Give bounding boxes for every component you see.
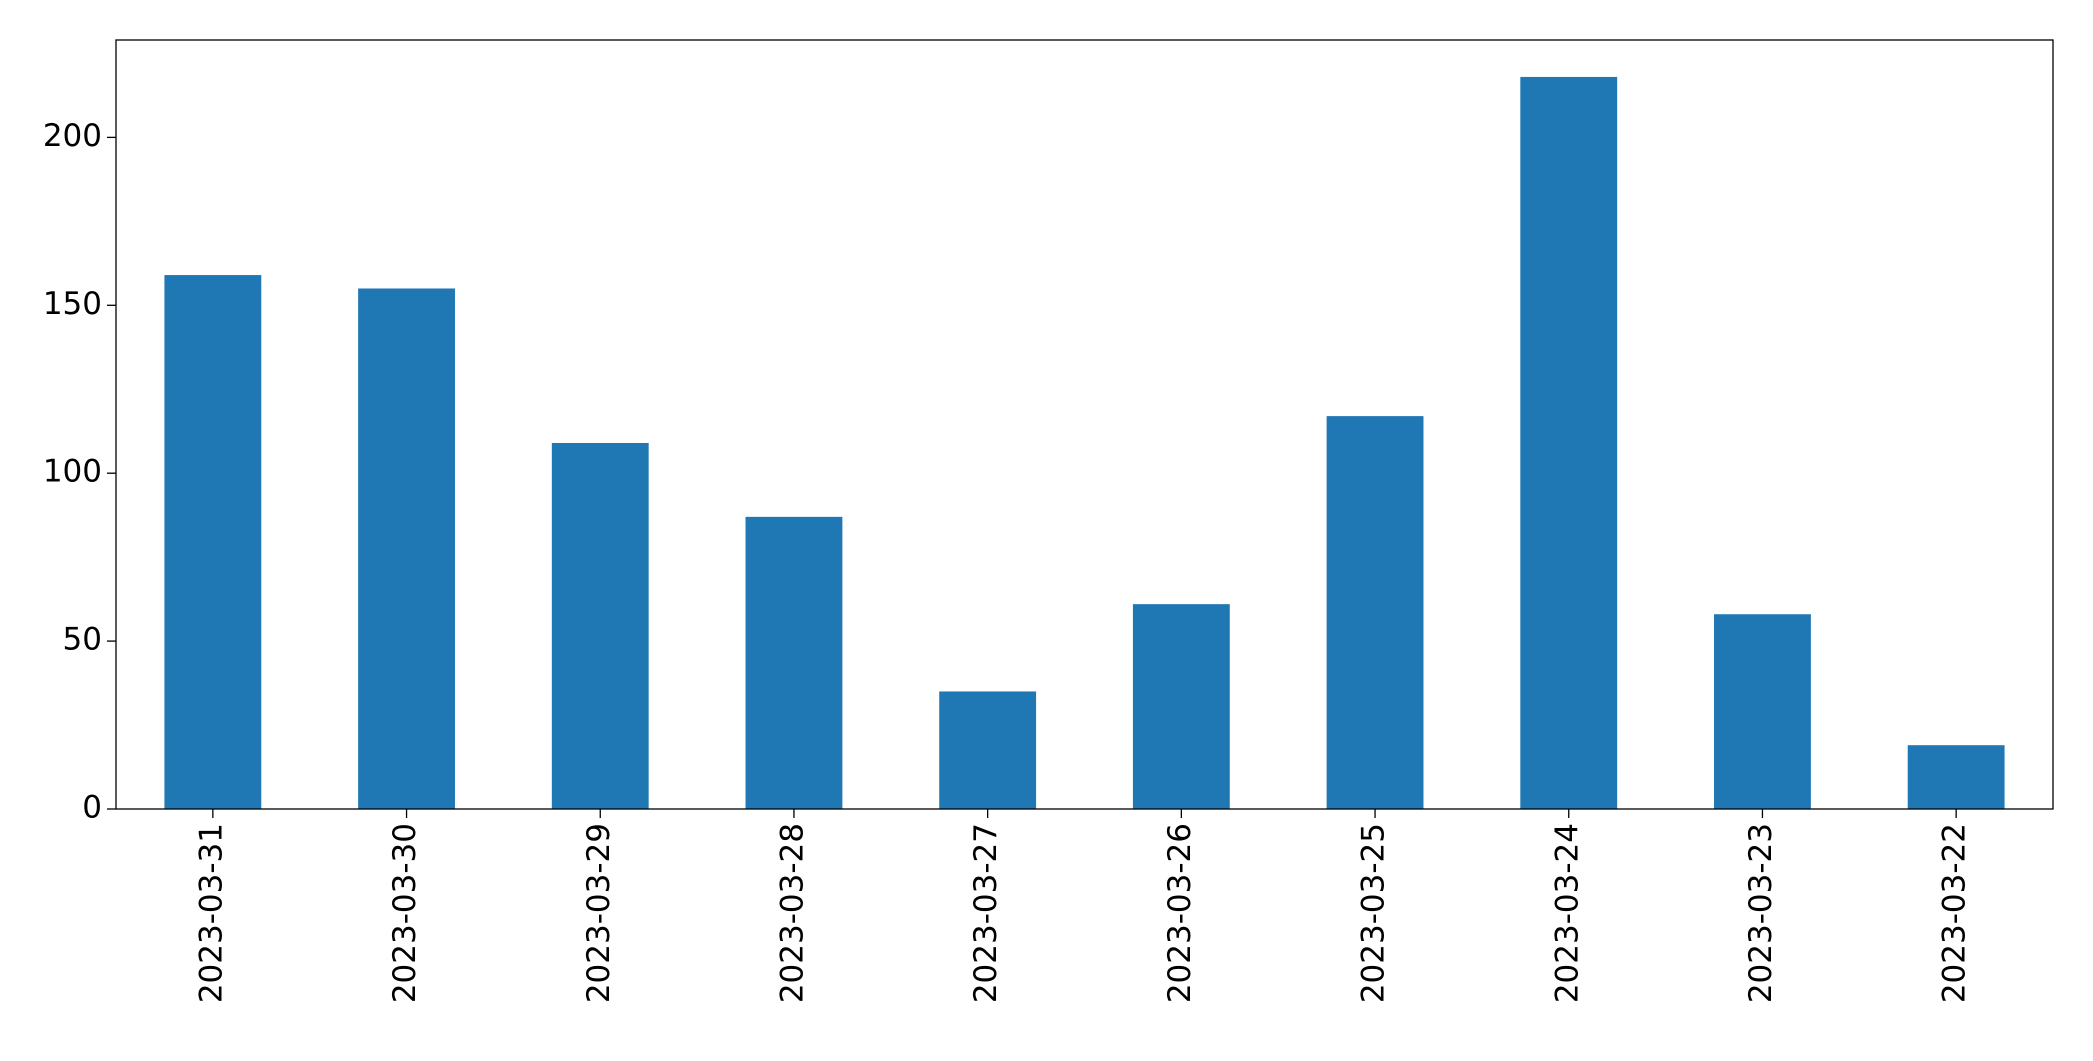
bar [1907,745,2005,809]
x-tick-label: 2023-03-22 [1937,823,1973,1003]
x-tick-label: 2023-03-28 [774,823,810,1003]
bar [1520,76,1618,810]
y-tick-label: 200 [43,118,102,154]
y-tick-label: 150 [43,286,102,322]
bar [939,691,1037,809]
x-tick-label: 2023-03-30 [387,823,423,1003]
x-tick-label: 2023-03-25 [1356,823,1392,1003]
bar [358,288,455,809]
bar [1132,604,1230,809]
x-tick-label: 2023-03-24 [1549,823,1585,1003]
x-tick-label: 2023-03-29 [581,823,617,1003]
y-tick-label: 50 [63,622,102,658]
y-tick-label: 100 [43,454,102,490]
bar [745,516,843,809]
x-tick-label: 2023-03-26 [1162,823,1198,1003]
y-tick-label: 0 [82,790,102,826]
x-tick-label: 2023-03-31 [193,823,229,1003]
bar [1326,416,1424,809]
x-tick-label: 2023-03-27 [968,823,1004,1003]
bar [164,275,262,809]
plot-frame [115,39,2054,810]
bar [1714,614,1811,809]
bar [551,442,649,809]
x-tick-label: 2023-03-23 [1743,823,1779,1003]
